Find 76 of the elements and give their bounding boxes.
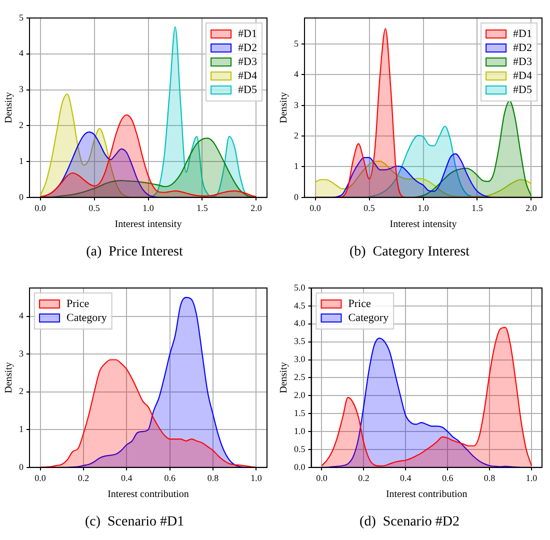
y-tick-label: 4.0 (294, 318, 306, 328)
x-tick-label: 0.6 (164, 473, 176, 484)
text: (d) Scenario #D2 (360, 514, 460, 530)
y-tick-label: 3.0 (294, 354, 306, 364)
legend-label: #D3 (513, 56, 532, 68)
x-tick-label: 1.0 (142, 203, 154, 214)
y-tick-label: 5.0 (294, 282, 306, 292)
legend-label: Category (66, 312, 108, 324)
x-tick-label: 1.0 (526, 473, 538, 484)
x-tick-label: 1.5 (196, 203, 208, 214)
x-tick-label: 0.0 (310, 203, 322, 214)
y-tick-label: 0 (19, 462, 24, 472)
legend-label: #D1 (238, 28, 258, 40)
legend-label: #D1 (513, 28, 532, 40)
x-tick-label: 0.6 (442, 473, 454, 484)
y-axis-title: Density (278, 92, 290, 124)
y-tick-label: 0.0 (294, 462, 306, 472)
legend-label: Price (66, 298, 90, 310)
y-tick-label: 4 (294, 69, 299, 80)
x-tick-label: 2.0 (526, 203, 538, 214)
y-tick-label: 4.5 (294, 300, 306, 310)
text: (b) Category Interest (349, 244, 470, 260)
x-tick-label: 0.0 (316, 473, 328, 484)
y-tick-label: 4 (19, 48, 24, 58)
y-axis-title: Density (278, 362, 290, 394)
x-tick-label: 0.8 (484, 473, 496, 484)
legend-label: #D4 (513, 70, 532, 82)
x-tick-label: 1.0 (418, 203, 430, 214)
x-tick-label: 0.5 (364, 203, 376, 214)
y-tick-label: 1.5 (294, 408, 306, 418)
y-tick-label: 5 (19, 12, 24, 22)
x-tick-label: 2.0 (250, 203, 262, 214)
x-axis-title: Interest contribution (108, 488, 189, 500)
y-tick-label: 2 (19, 120, 24, 130)
x-tick-label: 1.5 (472, 203, 484, 214)
legend-label: Price (348, 298, 371, 310)
legend-label: Category (348, 312, 390, 324)
y-tick-label: 1 (19, 156, 24, 166)
y-tick-label: 4 (19, 310, 24, 321)
y-tick-label: 3 (294, 100, 299, 110)
x-tick-label: 0.4 (400, 473, 412, 484)
legend-label: #D5 (513, 84, 532, 96)
x-tick-label: 0.0 (34, 203, 46, 214)
y-tick-label: 2 (294, 130, 298, 140)
y-tick-label: 2 (19, 386, 24, 396)
y-axis-title: Density (4, 362, 15, 394)
y-tick-label: 1.0 (294, 426, 306, 436)
y-tick-label: 1 (294, 161, 298, 172)
y-tick-label: 0 (294, 192, 299, 202)
x-tick-label: 0.0 (34, 473, 46, 484)
y-tick-label: 3 (19, 348, 24, 358)
y-tick-label: 1 (19, 424, 24, 434)
x-axis-title: Interest contribution (386, 488, 468, 500)
x-axis-title: Interest intensity (114, 218, 182, 230)
x-tick-label: 0.5 (88, 203, 100, 214)
x-tick-label: 0.8 (207, 473, 220, 484)
y-tick-label: 2.0 (294, 390, 306, 400)
y-tick-label: 3 (19, 84, 24, 94)
legend-label: #D2 (513, 42, 532, 54)
y-tick-label: 0.5 (294, 444, 306, 454)
legend-label: #D2 (238, 42, 258, 54)
x-tick-label: 1.0 (250, 473, 262, 484)
text: (a) Price Interest (86, 244, 183, 260)
y-axis-title: Density (4, 92, 15, 124)
y-tick-label: 3.5 (294, 336, 306, 346)
legend-label: #D4 (238, 70, 258, 82)
text: (c) Scenario #D1 (84, 514, 184, 530)
x-tick-label: 0.2 (78, 473, 90, 484)
y-tick-label: 0 (19, 192, 24, 202)
legend-label: #D5 (238, 84, 258, 96)
y-tick-label: 5 (294, 38, 299, 48)
x-tick-label: 0.2 (358, 473, 370, 484)
y-tick-label: 2.5 (294, 372, 306, 382)
x-tick-label: 0.4 (121, 473, 133, 484)
x-axis-title: Interest intensity (390, 218, 457, 230)
legend-label: #D3 (238, 56, 258, 68)
